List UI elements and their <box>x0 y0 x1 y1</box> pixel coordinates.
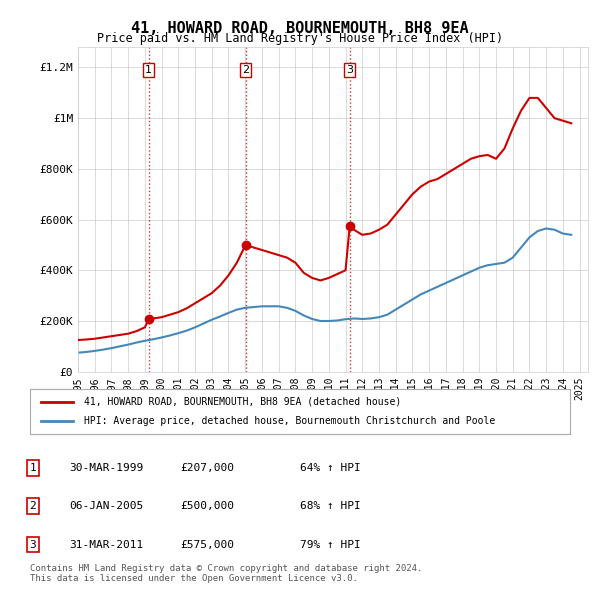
Text: 79% ↑ HPI: 79% ↑ HPI <box>300 540 361 549</box>
Text: 31-MAR-2011: 31-MAR-2011 <box>69 540 143 549</box>
Text: 3: 3 <box>346 65 353 75</box>
Text: 1: 1 <box>145 65 152 75</box>
Text: 64% ↑ HPI: 64% ↑ HPI <box>300 463 361 473</box>
Text: Price paid vs. HM Land Registry's House Price Index (HPI): Price paid vs. HM Land Registry's House … <box>97 32 503 45</box>
Text: £500,000: £500,000 <box>180 502 234 511</box>
Text: 3: 3 <box>29 540 37 549</box>
Text: 41, HOWARD ROAD, BOURNEMOUTH, BH8 9EA (detached house): 41, HOWARD ROAD, BOURNEMOUTH, BH8 9EA (d… <box>84 397 401 407</box>
Text: 68% ↑ HPI: 68% ↑ HPI <box>300 502 361 511</box>
Text: 41, HOWARD ROAD, BOURNEMOUTH, BH8 9EA: 41, HOWARD ROAD, BOURNEMOUTH, BH8 9EA <box>131 21 469 35</box>
Text: 30-MAR-1999: 30-MAR-1999 <box>69 463 143 473</box>
Text: £575,000: £575,000 <box>180 540 234 549</box>
Text: 06-JAN-2005: 06-JAN-2005 <box>69 502 143 511</box>
Text: Contains HM Land Registry data © Crown copyright and database right 2024.
This d: Contains HM Land Registry data © Crown c… <box>30 563 422 583</box>
Text: 2: 2 <box>29 502 37 511</box>
Text: 2: 2 <box>242 65 249 75</box>
Text: 1: 1 <box>29 463 37 473</box>
Text: £207,000: £207,000 <box>180 463 234 473</box>
Text: HPI: Average price, detached house, Bournemouth Christchurch and Poole: HPI: Average price, detached house, Bour… <box>84 417 495 426</box>
